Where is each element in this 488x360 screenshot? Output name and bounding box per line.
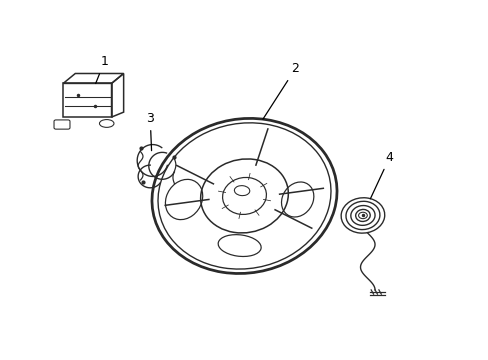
Text: 4: 4 bbox=[369, 151, 393, 199]
Text: 1: 1 bbox=[96, 55, 108, 84]
Text: 3: 3 bbox=[146, 112, 154, 150]
Text: 2: 2 bbox=[263, 62, 299, 119]
